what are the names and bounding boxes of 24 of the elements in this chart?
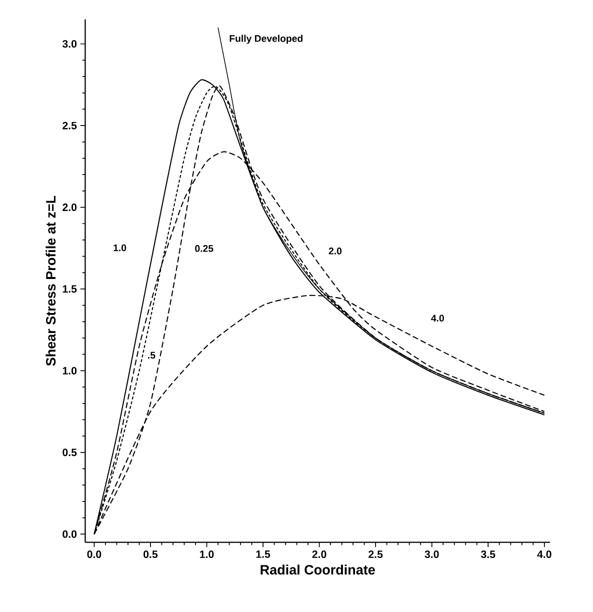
x-axis-title: Radial Coordinate bbox=[260, 564, 376, 575]
series-label: .5 bbox=[148, 352, 156, 359]
series-label: 2.0 bbox=[329, 248, 342, 254]
x-tick-label: 1.0 bbox=[200, 550, 214, 558]
x-tick-label: 2.0 bbox=[312, 550, 326, 558]
x-tick-label: 1.5 bbox=[256, 550, 270, 558]
x-tick-label: 0.0 bbox=[87, 550, 102, 558]
text: 4.0 bbox=[431, 314, 444, 322]
x-tick-label: 3.5 bbox=[481, 550, 496, 558]
y-tick-label: 1.5 bbox=[63, 285, 77, 293]
y-tick-label: 1.0 bbox=[63, 366, 77, 374]
y-tick-label: 2.0 bbox=[62, 204, 77, 212]
y-tick-label: 0.5 bbox=[62, 448, 77, 456]
text: 1.0 bbox=[114, 244, 126, 252]
x-tick-label: 0.5 bbox=[144, 550, 158, 558]
series-label: 0.25 bbox=[195, 245, 214, 252]
y-tick-label: 3.0 bbox=[62, 40, 77, 48]
x-tick-label: 3.0 bbox=[424, 550, 439, 558]
x-tick-label: 2.5 bbox=[368, 550, 383, 558]
x-tick-label: 4.0 bbox=[537, 550, 552, 558]
series-label: Fully Developed bbox=[230, 34, 303, 44]
y-axis-title: Shear Stress Profile at z=L bbox=[46, 196, 56, 366]
y-tick-label: 2.5 bbox=[62, 122, 77, 130]
y-tick-label: 0.0 bbox=[62, 530, 77, 538]
